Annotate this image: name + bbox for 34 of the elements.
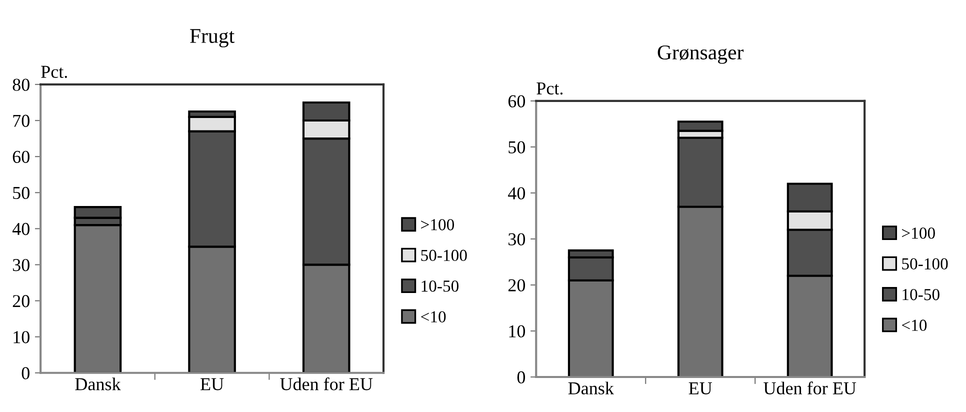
y-tick-label: 10 (14, 331, 30, 344)
y-tick-label: 20 (508, 279, 526, 292)
y-tick-label: 60 (12, 150, 30, 163)
legend-label: >100 (902, 228, 935, 239)
legend-label: 50-100 (421, 250, 467, 262)
legend-label: <10 (902, 320, 927, 331)
x-tick-label: EU (688, 382, 712, 394)
y-tick-label: 10 (509, 325, 526, 338)
y-axis-title: Pct. (536, 82, 563, 95)
y-tick-label: 0 (517, 371, 526, 384)
y-tick-label: 20 (12, 295, 30, 308)
y-tick-label: 60 (508, 95, 526, 108)
x-tick-label: Uden for EU (764, 382, 856, 394)
y-tick-label: 30 (12, 258, 30, 272)
y-tick-label: 50 (508, 141, 526, 154)
chart-title: Frugt (190, 29, 234, 48)
y-tick-label: 80 (12, 78, 30, 91)
legend-label: 10-50 (422, 280, 459, 292)
legend-label: <10 (421, 311, 446, 322)
x-tick-label: Dansk (568, 382, 614, 394)
legend-label: 10-50 (902, 288, 940, 300)
x-tick-label: EU (200, 378, 224, 390)
y-tick-label: 50 (13, 186, 30, 200)
chart-title: Grønsager (658, 45, 744, 64)
y-tick-label: 0 (22, 367, 30, 380)
y-axis-title: Pct. (41, 66, 67, 78)
legend-label: 50-100 (902, 258, 948, 270)
x-tick-label: Dansk (75, 378, 121, 390)
y-tick-label: 70 (13, 114, 30, 127)
y-tick-label: 30 (508, 233, 526, 246)
x-tick-label: Uden for EU (280, 377, 373, 390)
legend-label: >100 (421, 219, 454, 230)
y-tick-label: 40 (508, 187, 526, 200)
y-tick-label: 40 (12, 222, 30, 236)
